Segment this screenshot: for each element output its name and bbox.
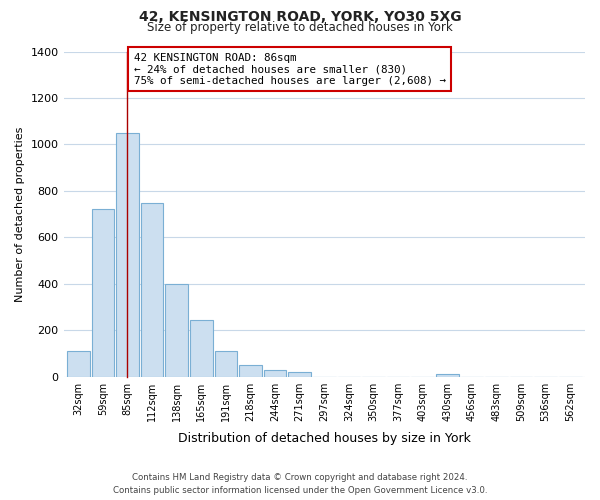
- Text: 42, KENSINGTON ROAD, YORK, YO30 5XG: 42, KENSINGTON ROAD, YORK, YO30 5XG: [139, 10, 461, 24]
- Bar: [67, 351, 89, 376]
- X-axis label: Distribution of detached houses by size in York: Distribution of detached houses by size …: [178, 432, 471, 445]
- Bar: [166, 284, 188, 376]
- Bar: [116, 133, 139, 376]
- Bar: [190, 320, 212, 376]
- Text: Size of property relative to detached houses in York: Size of property relative to detached ho…: [147, 21, 453, 34]
- Text: Contains HM Land Registry data © Crown copyright and database right 2024.
Contai: Contains HM Land Registry data © Crown c…: [113, 473, 487, 495]
- Bar: [264, 370, 286, 376]
- Bar: [92, 210, 114, 376]
- Bar: [289, 372, 311, 376]
- Bar: [141, 203, 163, 376]
- Bar: [239, 365, 262, 376]
- Text: 42 KENSINGTON ROAD: 86sqm
← 24% of detached houses are smaller (830)
75% of semi: 42 KENSINGTON ROAD: 86sqm ← 24% of detac…: [134, 52, 446, 86]
- Bar: [215, 351, 237, 376]
- Bar: [436, 374, 458, 376]
- Y-axis label: Number of detached properties: Number of detached properties: [15, 126, 25, 302]
